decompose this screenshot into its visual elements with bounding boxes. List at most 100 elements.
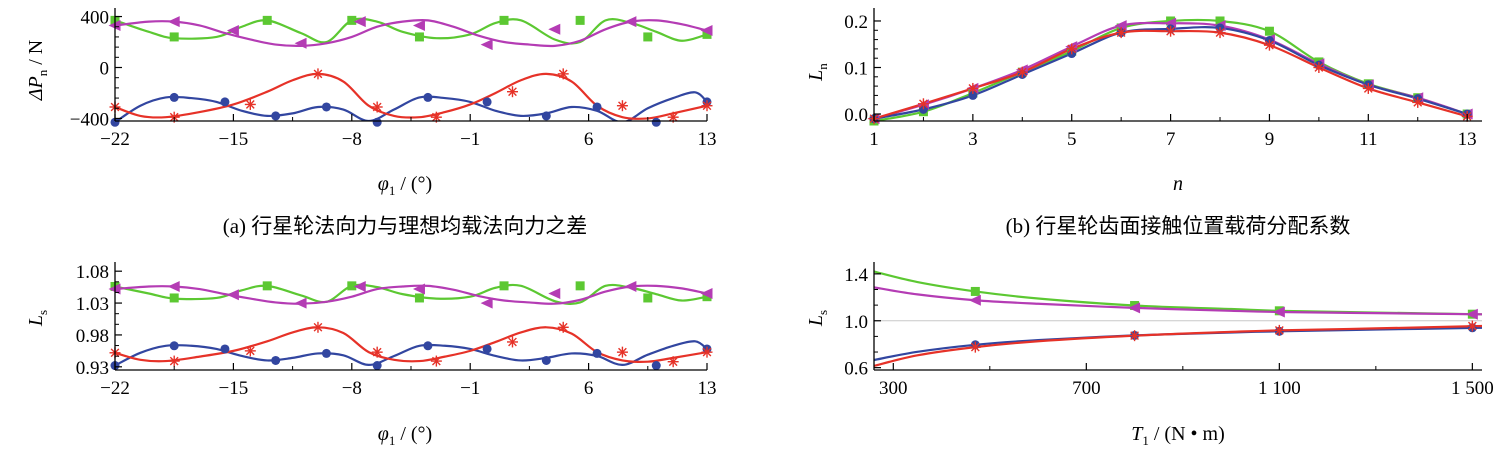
x-tick-label: −15 — [219, 378, 249, 399]
marker-green — [970, 286, 980, 296]
caption-a: (a) 行星轮法向力与理想均载法向力之差 — [223, 214, 588, 238]
marker-red — [616, 346, 628, 358]
series-line-green — [115, 17, 707, 45]
y-tick-label: 1.03 — [76, 294, 109, 315]
chart-c: −22 −15 −8 −1 6 13 1.08 1.03 0.98 0.93 Ls φ1 / (°) — [25, 262, 717, 448]
marker-red — [1016, 66, 1028, 78]
x-tick-label: 7 — [1166, 129, 1176, 150]
marker-green — [499, 281, 509, 291]
marker-blue — [220, 344, 230, 354]
marker-green — [347, 15, 357, 25]
x-tick-label: 13 — [1458, 129, 1477, 150]
marker-magenta — [353, 16, 366, 28]
marker-blue — [651, 361, 661, 371]
marker-red — [506, 86, 518, 98]
marker-magenta — [167, 16, 180, 28]
chart-a: −22 −15 −8 −1 6 13 400 0 −400 ΔPn / N φ1 / (°) — [25, 8, 717, 198]
marker-red — [917, 98, 929, 110]
y-tick-label: 0.93 — [76, 358, 109, 379]
x-tick-label: −15 — [219, 129, 249, 150]
marker-blue — [968, 90, 978, 100]
y-axis-label: Ln — [805, 63, 830, 82]
marker-blue — [541, 111, 551, 121]
marker-red — [1214, 27, 1226, 39]
marker-magenta — [700, 288, 713, 299]
series-line-red — [874, 324, 1482, 367]
series-line-red — [874, 29, 1468, 120]
x-tick-label: 11 — [1359, 129, 1377, 150]
marker-green — [169, 293, 179, 303]
marker-blue — [271, 111, 281, 121]
x-tick-label: 5 — [1067, 129, 1077, 150]
series-line-magenta — [115, 284, 707, 305]
marker-blue — [592, 348, 602, 358]
y-tick-label: 400 — [81, 8, 110, 29]
caption-b: (b) 行星轮齿面接触位置载荷分配系数 — [1006, 214, 1351, 238]
marker-red — [244, 98, 256, 110]
marker-green — [702, 292, 712, 302]
marker-green — [414, 293, 424, 303]
marker-magenta — [412, 19, 425, 31]
series-line-blue — [874, 326, 1482, 362]
x-tick-label: 700 — [1072, 378, 1101, 399]
marker-red — [1412, 96, 1424, 108]
x-tick-label: 300 — [879, 378, 908, 399]
x-tick-label: 13 — [698, 378, 717, 399]
x-axis-label: T1 / (N • m) — [1131, 423, 1225, 448]
marker-blue — [372, 117, 382, 127]
marker-red — [371, 346, 383, 358]
y-tick-label: 0.6 — [844, 359, 868, 380]
x-tick-label: 6 — [584, 378, 594, 399]
marker-green — [499, 15, 509, 25]
marker-red — [1466, 320, 1478, 332]
x-tick-label: −1 — [460, 129, 480, 150]
marker-red — [371, 101, 383, 113]
marker-green — [169, 32, 179, 42]
series-line-magenta — [874, 21, 1468, 120]
series-line-red — [115, 326, 707, 364]
series-line-blue — [115, 91, 707, 121]
marker-red — [1273, 324, 1285, 336]
marker-red — [312, 68, 324, 80]
y-axis-label: Ls — [805, 310, 830, 327]
marker-green — [347, 281, 357, 291]
marker-green — [643, 32, 653, 42]
marker-magenta — [624, 280, 637, 292]
marker-magenta — [294, 297, 307, 309]
marker-magenta — [968, 294, 981, 306]
marker-magenta — [412, 283, 425, 295]
marker-blue — [220, 97, 230, 107]
x-axis-label: n — [1173, 173, 1183, 195]
marker-blue — [110, 117, 120, 127]
marker-green — [262, 15, 272, 25]
series-line-magenta — [874, 286, 1482, 316]
marker-red — [667, 356, 679, 368]
marker-magenta — [226, 25, 239, 37]
y-tick-label: 0.0 — [844, 105, 868, 126]
marker-magenta — [480, 39, 493, 51]
marker-red — [1362, 82, 1374, 94]
marker-blue — [541, 355, 551, 365]
marker-green — [262, 281, 272, 291]
x-axis-label: φ1 / (°) — [378, 173, 432, 198]
marker-red — [1313, 62, 1325, 73]
marker-magenta — [1114, 20, 1127, 32]
marker-blue — [372, 361, 382, 371]
marker-red — [557, 68, 569, 80]
marker-blue — [271, 355, 281, 365]
marker-blue — [423, 92, 433, 102]
marker-red — [430, 355, 442, 367]
marker-red — [1263, 39, 1275, 51]
x-tick-label: 9 — [1265, 129, 1275, 150]
marker-red — [1129, 330, 1141, 342]
marker-magenta — [548, 23, 561, 35]
y-tick-label: 1.4 — [844, 265, 868, 286]
marker-magenta — [294, 37, 307, 49]
x-tick-label: 1 — [869, 129, 879, 150]
marker-red — [168, 355, 180, 367]
marker-magenta — [1128, 302, 1141, 314]
marker-green — [1215, 16, 1225, 26]
marker-blue — [482, 344, 492, 354]
series-line-blue — [874, 26, 1468, 120]
